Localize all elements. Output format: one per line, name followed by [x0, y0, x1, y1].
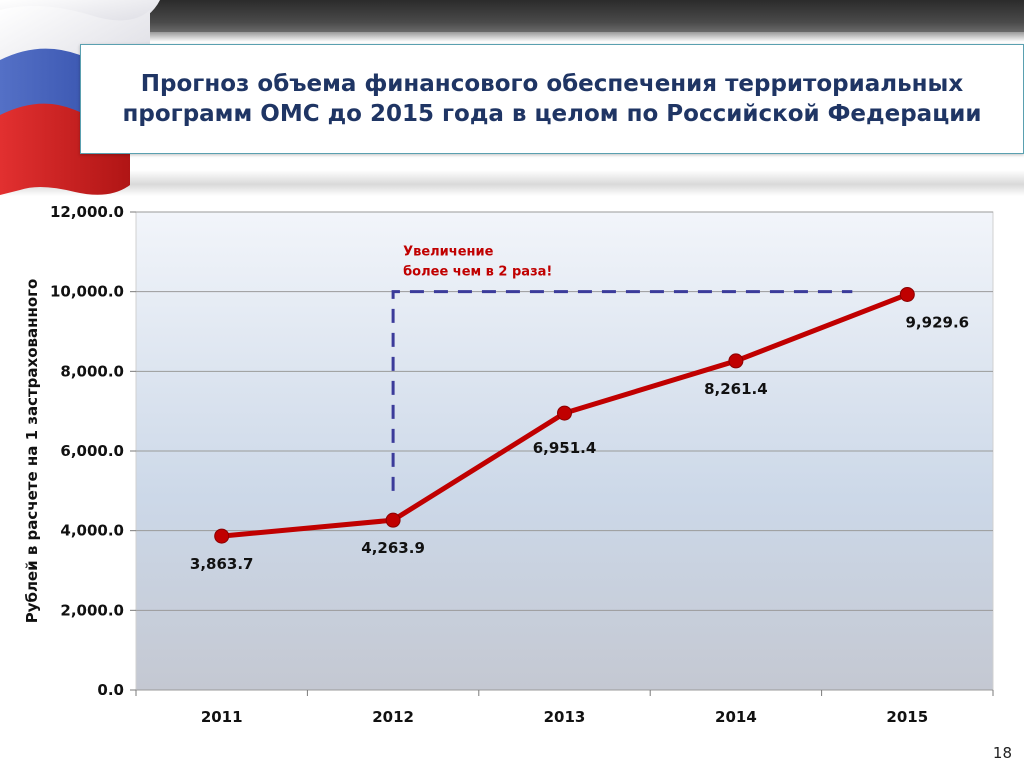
data-point	[557, 405, 572, 421]
increase-annotation: Увеличение более чем в 2 раза!	[391, 245, 853, 491]
increase-dashed-line	[391, 290, 853, 491]
y-tick-label: 4,000.0	[60, 522, 124, 540]
data-label: 8,261.4	[704, 380, 768, 398]
annotation-line2: более чем в 2 раза!	[403, 265, 552, 280]
y-tick-label: 8,000.0	[60, 362, 124, 380]
data-points	[214, 286, 915, 544]
data-label: 9,929.6	[906, 313, 970, 331]
x-tick-label: 2014	[715, 708, 757, 726]
page-number: 18	[992, 744, 1012, 762]
title-box: Прогноз объема финансового обеспечения т…	[80, 44, 1024, 154]
line-chart: 0.0 2,000.0 4,000.0 6,000.0 8,000.0 10,000.0 1…	[23, 203, 994, 726]
top-bar	[0, 0, 1024, 32]
data-point	[899, 286, 915, 302]
data-label: 6,951.4	[533, 439, 597, 457]
y-tick-label: 12,000.0	[50, 203, 124, 221]
data-label: 3,863.7	[190, 555, 254, 573]
data-label: 4,263.9	[361, 539, 425, 557]
y-tick-label: 10,000.0	[50, 283, 124, 301]
x-tick-label: 2011	[201, 708, 243, 726]
x-tick-label: 2012	[372, 708, 414, 726]
data-point	[385, 512, 401, 528]
y-tick-label: 2,000.0	[60, 601, 124, 619]
data-point	[214, 528, 230, 544]
header-shadow-band	[0, 170, 1024, 196]
annotation-line1: Увеличение	[403, 245, 494, 260]
top-bar-shine	[0, 32, 1024, 42]
y-axis-ticks: 0.0 2,000.0 4,000.0 6,000.0 8,000.0 10,000.0 1…	[50, 203, 136, 699]
x-tick-label: 2015	[886, 708, 928, 726]
data-point	[728, 353, 744, 369]
y-tick-label: 0.0	[97, 681, 124, 699]
slide-title: Прогноз объема финансового обеспечения т…	[122, 71, 982, 127]
x-tick-label: 2013	[544, 708, 586, 726]
x-axis-ticks: 2011 2012 2013 2014 2015	[135, 690, 994, 726]
data-labels: 3,863.7 4,263.9 6,951.4 8,261.4 9,929.6	[190, 313, 969, 573]
y-tick-label: 6,000.0	[60, 442, 124, 460]
y-axis-label: Рублей в расчете на 1 застрахованного	[23, 279, 41, 624]
